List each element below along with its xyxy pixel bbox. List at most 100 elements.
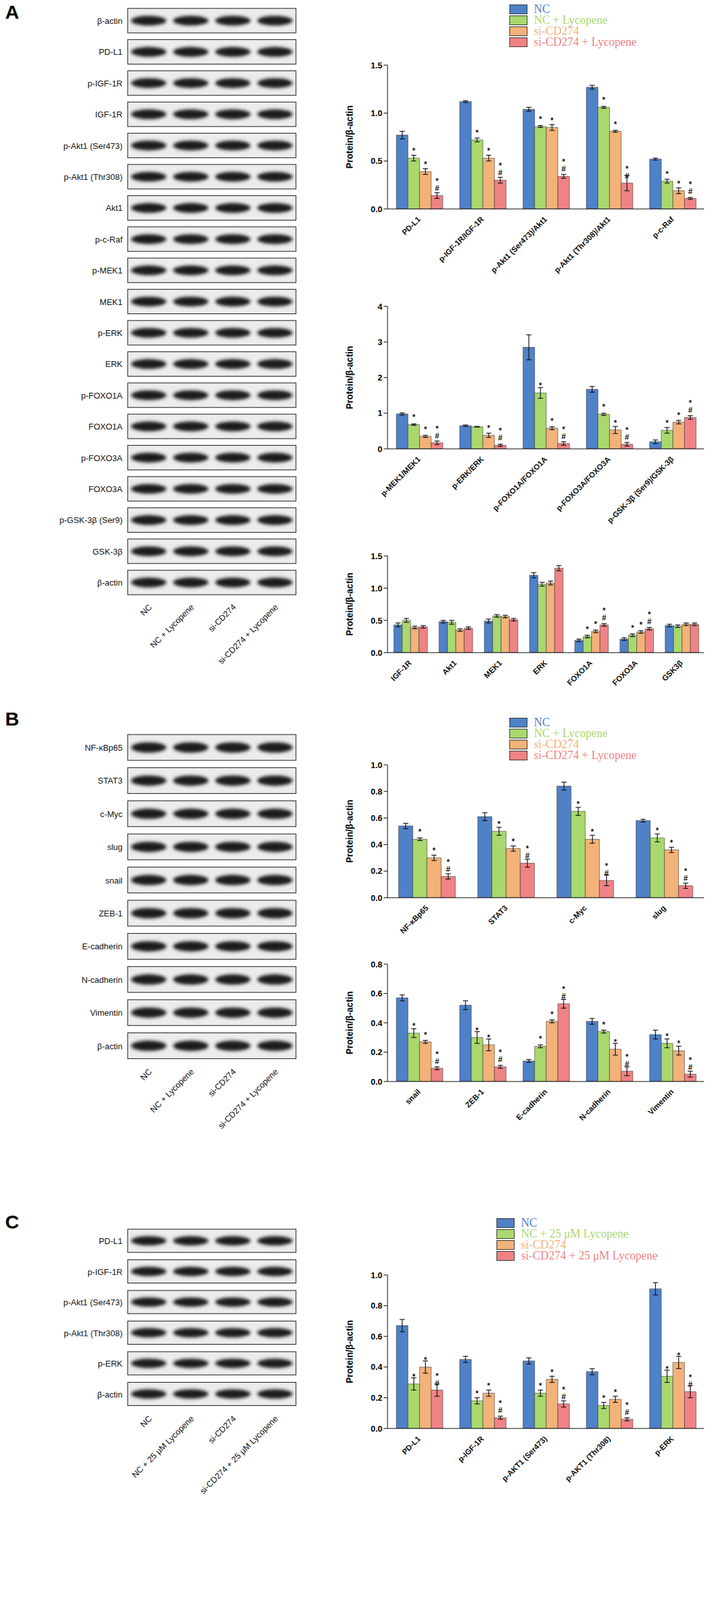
svg-text:p-GSK-3β (Ser9): p-GSK-3β (Ser9) xyxy=(59,515,123,525)
svg-text:*: * xyxy=(550,1009,554,1019)
svg-text:*: * xyxy=(487,423,491,433)
svg-text:#: # xyxy=(602,613,607,623)
svg-text:NC: NC xyxy=(138,1413,155,1429)
svg-text:#: # xyxy=(498,168,503,178)
svg-text:si-CD274 + Lycopene: si-CD274 + Lycopene xyxy=(216,1066,280,1131)
svg-text:#: # xyxy=(687,405,693,415)
svg-text:3: 3 xyxy=(377,337,383,347)
svg-text:1.5: 1.5 xyxy=(370,551,383,561)
svg-text:FOXO3A: FOXO3A xyxy=(88,484,123,494)
svg-text:0.0: 0.0 xyxy=(370,893,383,903)
svg-text:p-GSK-3β (Ser9)/GSK-3β: p-GSK-3β (Ser9)/GSK-3β xyxy=(605,454,676,525)
svg-text:PD-L1: PD-L1 xyxy=(400,1434,423,1457)
svg-text:#: # xyxy=(434,1056,440,1066)
svg-text:#: # xyxy=(604,868,609,878)
svg-text:*: * xyxy=(539,381,543,391)
svg-text:*: * xyxy=(412,412,416,422)
svg-text:*: * xyxy=(665,1364,669,1374)
svg-text:slug: slug xyxy=(107,842,123,852)
svg-text:p-Akt1 (Ser473): p-Akt1 (Ser473) xyxy=(63,1297,123,1307)
svg-text:IGF-1R: IGF-1R xyxy=(388,658,414,683)
svg-text:IGF-1R: IGF-1R xyxy=(94,109,123,120)
svg-text:p-AKT1 (Thr308): p-AKT1 (Thr308) xyxy=(563,1434,613,1484)
svg-text:#: # xyxy=(434,431,440,441)
svg-text:0.2: 0.2 xyxy=(370,1047,383,1057)
svg-text:*: * xyxy=(475,128,480,138)
svg-text:*: * xyxy=(613,418,618,428)
svg-text:p-IGF-1R/IGF-1R: p-IGF-1R/IGF-1R xyxy=(436,214,486,264)
svg-text:1: 1 xyxy=(377,408,383,418)
svg-text:*: * xyxy=(539,114,543,124)
svg-text:*: * xyxy=(677,1038,681,1048)
svg-text:0.0: 0.0 xyxy=(370,1423,383,1434)
svg-text:0.4: 0.4 xyxy=(370,1361,384,1372)
svg-text:si-CD274 + 25 μM Lycopene: si-CD274 + 25 μM Lycopene xyxy=(197,1413,280,1496)
svg-text:*: * xyxy=(669,838,674,848)
svg-text:ZEB-1: ZEB-1 xyxy=(98,908,123,919)
svg-text:2: 2 xyxy=(377,372,383,383)
svg-text:*: * xyxy=(602,1020,606,1030)
svg-text:NC + 25 μM Lycopene: NC + 25 μM Lycopene xyxy=(129,1413,196,1480)
svg-text:*: * xyxy=(602,402,606,412)
svg-text:1.0: 1.0 xyxy=(370,583,383,594)
svg-text:MEK1: MEK1 xyxy=(99,297,123,307)
svg-text:#: # xyxy=(434,183,440,193)
svg-text:*: * xyxy=(432,845,436,855)
svg-text:#: # xyxy=(683,873,688,883)
svg-text:*: * xyxy=(655,825,659,835)
svg-text:#: # xyxy=(525,851,531,861)
svg-text:1.0: 1.0 xyxy=(370,760,383,770)
svg-text:N-cadherin: N-cadherin xyxy=(577,1087,612,1122)
svg-text:#: # xyxy=(624,432,630,442)
svg-text:NC: NC xyxy=(138,602,155,618)
svg-text:*: * xyxy=(497,819,501,829)
svg-text:Protein/β-actin: Protein/β-actin xyxy=(344,346,355,410)
svg-text:*: * xyxy=(423,159,427,169)
svg-text:ZEB-1: ZEB-1 xyxy=(463,1087,487,1110)
svg-text:*: * xyxy=(590,827,594,837)
svg-text:*: * xyxy=(602,95,606,105)
svg-text:c-Myc: c-Myc xyxy=(99,809,123,819)
svg-text:*: * xyxy=(539,1034,543,1044)
svg-text:1.0: 1.0 xyxy=(370,1270,383,1280)
svg-text:p-ERK: p-ERK xyxy=(98,328,124,338)
svg-text:Protein/β-actin: Protein/β-actin xyxy=(344,105,355,169)
svg-text:STAT3: STAT3 xyxy=(486,903,511,927)
svg-text:*: * xyxy=(539,1381,543,1391)
svg-text:*: * xyxy=(639,620,643,630)
svg-text:#: # xyxy=(498,1054,503,1064)
svg-text:*: * xyxy=(418,827,422,837)
svg-text:p-IGF-1R: p-IGF-1R xyxy=(87,1267,123,1277)
svg-text:slug: slug xyxy=(649,903,668,921)
svg-text:#: # xyxy=(498,433,503,443)
svg-text:p-Akt1 (Thr308)/Akt1: p-Akt1 (Thr308)/Akt1 xyxy=(552,214,613,275)
svg-text:1.5: 1.5 xyxy=(370,60,383,71)
svg-text:p-FOXO1A/FOXO1A: p-FOXO1A/FOXO1A xyxy=(490,454,549,513)
svg-text:#: # xyxy=(687,1062,693,1072)
svg-text:0.6: 0.6 xyxy=(370,1331,383,1342)
svg-text:p-IGF-1R: p-IGF-1R xyxy=(87,78,123,89)
svg-text:*: * xyxy=(665,1031,669,1041)
svg-text:0.6: 0.6 xyxy=(370,988,383,999)
svg-text:0.2: 0.2 xyxy=(370,865,383,876)
svg-text:0.2: 0.2 xyxy=(370,1392,383,1403)
svg-text:p-c-Raf: p-c-Raf xyxy=(650,214,677,240)
svg-text:si-CD274: si-CD274 xyxy=(206,1413,238,1445)
svg-text:si-CD274 + Lycopene: si-CD274 + Lycopene xyxy=(216,602,280,667)
svg-text:β-actin: β-actin xyxy=(97,1389,123,1400)
svg-text:Protein/β-actin: Protein/β-actin xyxy=(344,572,355,636)
svg-text:p-Akt1 (Thr308): p-Akt1 (Thr308) xyxy=(63,1328,123,1338)
svg-text:*: * xyxy=(602,1393,606,1403)
svg-text:p-MEK1: p-MEK1 xyxy=(92,265,123,276)
svg-text:Akt1: Akt1 xyxy=(440,658,460,678)
svg-text:N-cadherin: N-cadherin xyxy=(81,974,123,985)
svg-text:#: # xyxy=(498,1405,503,1415)
svg-text:snail: snail xyxy=(105,875,123,886)
svg-text:β-actin: β-actin xyxy=(97,1041,123,1051)
svg-text:p-Akt1 (Ser473): p-Akt1 (Ser473) xyxy=(63,141,123,151)
svg-text:NC + Lycopene: NC + Lycopene xyxy=(148,1066,197,1115)
svg-text:*: * xyxy=(576,799,580,809)
svg-text:STAT3: STAT3 xyxy=(97,775,123,786)
svg-text:#: # xyxy=(687,1379,693,1389)
svg-text:#: # xyxy=(446,864,451,874)
